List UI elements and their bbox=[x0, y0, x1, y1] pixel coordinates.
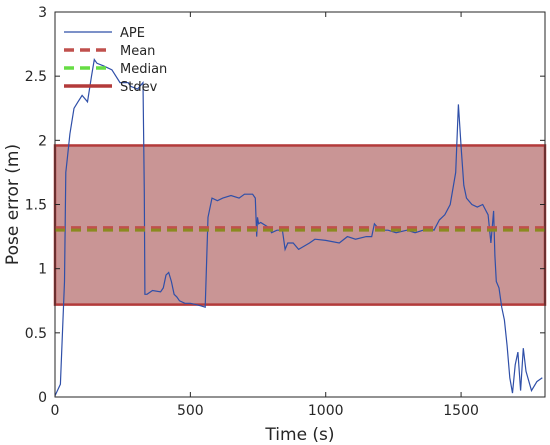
x-tick-label: 500 bbox=[177, 403, 204, 419]
stdev-band bbox=[53, 144, 547, 306]
x-tick-label: 1000 bbox=[308, 403, 344, 419]
y-tick-label: 1 bbox=[38, 262, 47, 278]
y-tick-label: 0 bbox=[38, 390, 47, 406]
y-tick-label: 1.5 bbox=[25, 198, 47, 214]
legend-median-label: Median bbox=[120, 62, 167, 77]
legend-mean-label: Mean bbox=[120, 44, 155, 59]
y-tick-label: 2.5 bbox=[25, 69, 47, 85]
x-axis-label: Time (s) bbox=[264, 425, 334, 445]
y-tick-label: 0.5 bbox=[25, 326, 47, 342]
legend-stdev-label: Stdev bbox=[120, 80, 158, 95]
plot-area bbox=[53, 57, 547, 396]
legend: APE Mean Median Stdev bbox=[64, 26, 167, 95]
y-axis-label: Pose error (m) bbox=[3, 144, 23, 265]
axes: 0 500 1000 1500 0 0.5 1 1.5 2 2.5 3 bbox=[25, 5, 546, 419]
x-tick-label: 1500 bbox=[443, 403, 479, 419]
y-tick-label: 2 bbox=[38, 133, 47, 149]
legend-ape-label: APE bbox=[120, 26, 145, 41]
x-tick-label: 0 bbox=[51, 403, 60, 419]
y-tick-label: 3 bbox=[38, 5, 47, 21]
